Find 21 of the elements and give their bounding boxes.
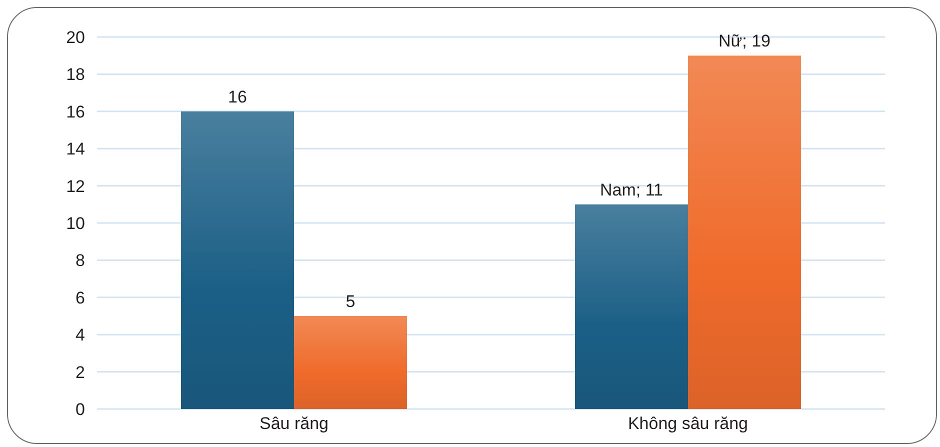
data-label: Nữ; 19 <box>718 32 771 51</box>
x-tick-label: Không sâu răng <box>628 414 748 434</box>
data-label: 16 <box>228 87 247 106</box>
data-label: 5 <box>346 292 356 311</box>
y-tick-label: 6 <box>76 288 85 308</box>
bar <box>688 56 801 409</box>
data-label: Nam; 11 <box>600 180 663 200</box>
y-tick-label: 0 <box>76 400 85 420</box>
x-tick-label: Sâu răng <box>260 414 328 434</box>
y-tick-label: 4 <box>76 326 85 345</box>
bar <box>181 111 294 409</box>
y-tick-label: 8 <box>76 251 85 270</box>
y-tick-label: 20 <box>66 28 85 48</box>
y-tick-label: 18 <box>66 65 85 84</box>
y-tick-label: 14 <box>66 140 85 159</box>
y-tick-label: 2 <box>76 362 85 382</box>
y-tick-label: 16 <box>66 102 85 122</box>
y-tick-label: 12 <box>66 176 85 196</box>
y-tick-label: 10 <box>66 214 85 234</box>
bar <box>575 204 688 409</box>
bar <box>294 316 407 409</box>
